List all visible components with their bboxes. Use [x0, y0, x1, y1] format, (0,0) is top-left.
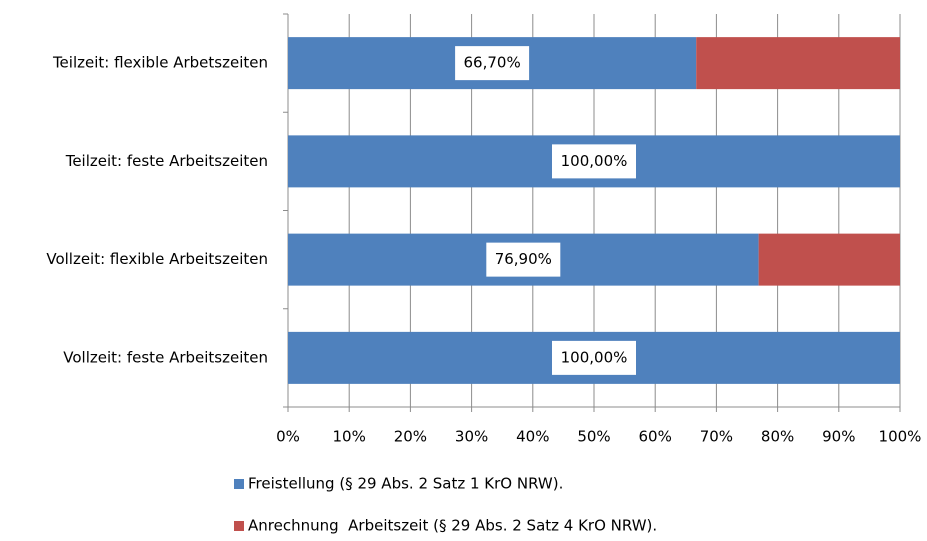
value-label-box — [552, 144, 636, 179]
value-label: 100,00% — [561, 152, 628, 170]
bar-segment — [758, 233, 900, 286]
x-tick-label: 40% — [516, 428, 549, 446]
legend-label: Freistellung (§ 29 Abs. 2 Satz 1 KrO NRW… — [248, 475, 563, 493]
value-label: 100,00% — [561, 348, 628, 366]
x-tick-label: 10% — [333, 428, 366, 446]
y-tick-label: Teilzeit: feste Arbeitszeiten — [65, 152, 268, 170]
x-tick-label: 60% — [639, 428, 672, 446]
y-tick-label: Vollzeit: feste Arbeitszeiten — [63, 348, 268, 366]
value-label-box — [486, 242, 561, 277]
value-label: 76,90% — [495, 250, 552, 268]
y-tick-label: Teilzeit: flexible Arbetszeiten — [52, 54, 268, 72]
value-label-box — [552, 340, 636, 375]
x-tick-label: 100% — [879, 428, 922, 446]
x-tick-label: 20% — [394, 428, 427, 446]
value-label-box — [455, 46, 530, 81]
x-tick-label: 0% — [276, 428, 300, 446]
x-tick-label: 30% — [455, 428, 488, 446]
y-tick-label: Vollzeit: flexible Arbeitszeiten — [46, 250, 268, 268]
x-tick-label: 70% — [700, 428, 733, 446]
x-tick-label: 50% — [577, 428, 610, 446]
bar-segment — [696, 37, 900, 90]
legend-swatch — [234, 479, 244, 489]
legend-label: Anrechnung Arbeitszeit (§ 29 Abs. 2 Satz… — [248, 517, 657, 535]
x-tick-label: 90% — [822, 428, 855, 446]
legend-swatch — [234, 521, 244, 531]
x-tick-label: 80% — [761, 428, 794, 446]
value-label: 66,70% — [464, 54, 521, 72]
